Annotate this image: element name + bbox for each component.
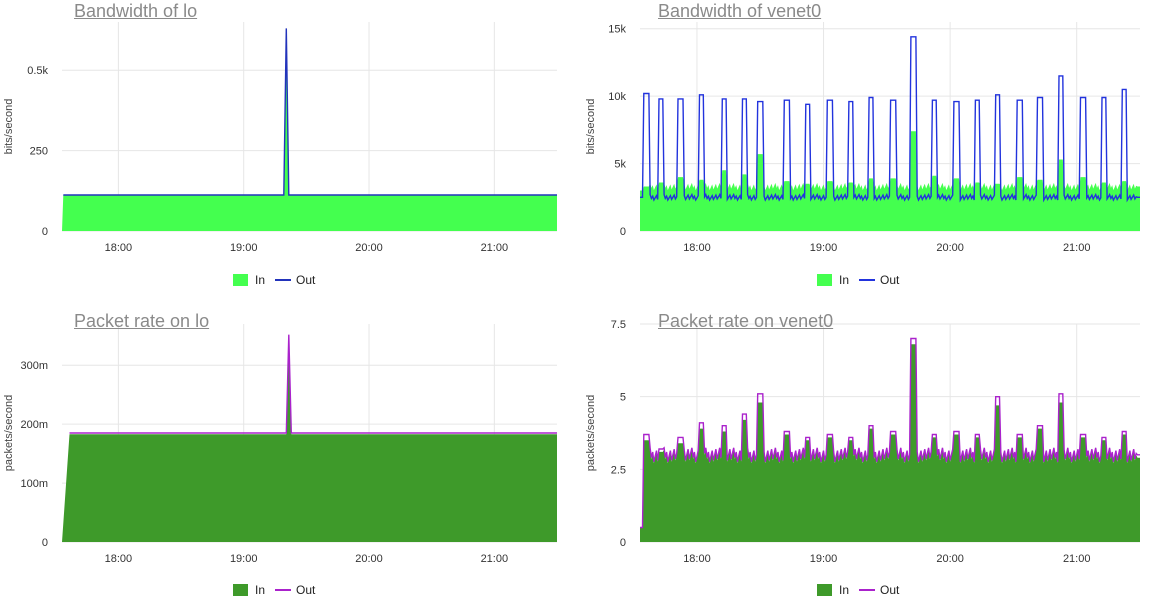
y-tick-label: 10k <box>608 91 626 103</box>
legend-in-label[interactable]: In <box>839 273 850 287</box>
x-tick-label: 20:00 <box>936 242 964 254</box>
legend-out-swatch <box>859 279 876 281</box>
y-tick-label: 5k <box>614 159 626 171</box>
legend-in-label[interactable]: In <box>839 583 850 597</box>
y-tick-label: 15k <box>608 24 626 36</box>
chart-title[interactable]: Packet rate on venet0 <box>658 311 834 331</box>
x-tick-label: 18:00 <box>683 242 711 254</box>
legend-in-swatch <box>233 274 248 286</box>
chart-svg: 0 250 0.5k 18:00 19:00 20:00 21:00 bits/second <box>3 22 557 254</box>
x-tick-label: 21:00 <box>1063 242 1091 254</box>
chart-title[interactable]: Bandwidth of lo <box>74 1 198 21</box>
chart-panel-packet-rate-lo: 0 100m 200m 300m 18:00 19:00 20:00 21:00 packets… <box>0 302 582 603</box>
x-tick-label: 19:00 <box>230 242 258 254</box>
series-in-area <box>640 344 1140 542</box>
y-tick-label: 0 <box>620 226 626 238</box>
y-tick-label: 5 <box>620 392 626 404</box>
x-tick-label: 21:00 <box>481 553 509 565</box>
y-tick-label: 250 <box>30 146 48 158</box>
chart-title[interactable]: Bandwidth of venet0 <box>658 1 822 21</box>
series-in-area <box>640 131 1140 231</box>
legend-out-swatch <box>275 279 292 281</box>
legend-out-label[interactable]: Out <box>880 273 900 287</box>
series-out-line <box>69 334 557 434</box>
y-tick-label: 0 <box>42 226 48 238</box>
chart-legend: In Out <box>233 583 315 597</box>
legend-in-swatch <box>233 584 248 596</box>
chart-svg: 0 2.5 5 7.5 18:00 19:00 20:00 21:00 packets/seco… <box>585 319 1140 565</box>
y-tick-label: 300m <box>20 360 48 372</box>
x-tick-label: 20:00 <box>355 242 383 254</box>
series-in-area <box>62 335 557 542</box>
y-tick-label: 0.5k <box>27 65 48 77</box>
x-tick-label: 18:00 <box>105 553 133 565</box>
series-out-line <box>640 36 1140 203</box>
legend-out-swatch <box>859 589 876 591</box>
x-tick-label: 20:00 <box>355 553 383 565</box>
chart-panel-packet-rate-venet0: 0 2.5 5 7.5 18:00 19:00 20:00 21:00 packets/seco… <box>582 302 1164 603</box>
chart-legend: In Out <box>817 273 899 287</box>
x-tick-label: 18:00 <box>105 242 133 254</box>
y-tick-label: 0 <box>42 537 48 549</box>
legend-out-label[interactable]: Out <box>296 273 316 287</box>
chart-svg: 0 5k 10k 15k 18:00 19:00 20:00 21:00 bits/second <box>585 22 1140 254</box>
x-tick-label: 20:00 <box>936 553 964 565</box>
legend-out-label[interactable]: Out <box>880 583 900 597</box>
series-in-area <box>62 38 557 231</box>
chart-legend: In Out <box>233 273 315 287</box>
chart-panel-bandwidth-venet0: 0 5k 10k 15k 18:00 19:00 20:00 21:00 bits/second… <box>582 0 1164 301</box>
legend-in-swatch <box>817 584 832 596</box>
legend-in-swatch <box>817 274 832 286</box>
x-tick-label: 19:00 <box>810 553 838 565</box>
y-axis-title: packets/second <box>3 395 15 471</box>
chart-panel-bandwidth-lo: 0 250 0.5k 18:00 19:00 20:00 21:00 bits/second … <box>0 0 582 301</box>
y-tick-label: 0 <box>620 537 626 549</box>
y-tick-label: 200m <box>20 419 48 431</box>
series-out-line <box>640 337 1140 529</box>
legend-out-label[interactable]: Out <box>296 583 316 597</box>
x-tick-label: 21:00 <box>1063 553 1091 565</box>
legend-in-label[interactable]: In <box>255 273 266 287</box>
legend-out-swatch <box>275 589 292 591</box>
chart-title[interactable]: Packet rate on lo <box>74 311 210 331</box>
x-tick-label: 18:00 <box>683 553 711 565</box>
legend-in-label[interactable]: In <box>255 583 266 597</box>
y-tick-label: 7.5 <box>611 319 626 331</box>
x-tick-label: 21:00 <box>481 242 509 254</box>
x-tick-label: 19:00 <box>810 242 838 254</box>
series-out-line <box>63 28 557 196</box>
y-axis-title: packets/second <box>585 395 597 471</box>
y-tick-label: 100m <box>20 478 48 490</box>
y-axis-title: bits/second <box>585 99 597 155</box>
x-tick-label: 19:00 <box>230 553 258 565</box>
y-tick-label: 2.5 <box>611 464 626 476</box>
y-axis-title: bits/second <box>3 99 15 155</box>
chart-legend: In Out <box>817 583 899 597</box>
chart-svg: 0 100m 200m 300m 18:00 19:00 20:00 21:00 packets… <box>3 324 557 565</box>
